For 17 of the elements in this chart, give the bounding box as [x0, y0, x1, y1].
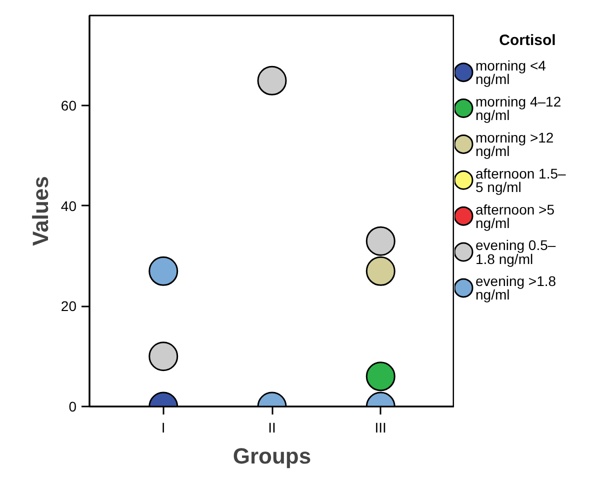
x-tick-label: II	[268, 420, 276, 436]
legend-label: morning 4–12 ng/ml	[476, 93, 562, 124]
y-axis-title: Values	[28, 176, 53, 246]
x-tick-label: III	[374, 420, 386, 436]
legend-label: evening >1.8 ng/ml	[476, 273, 556, 303]
y-tick-label: 20	[60, 298, 77, 314]
x-axis-title: Groups	[232, 444, 312, 468]
y-tick-label: 60	[60, 98, 77, 114]
y-tick-label: 0	[68, 398, 77, 414]
legend-title: Cortisol	[499, 32, 556, 50]
legend-label: morning >12 ng/ml	[476, 129, 554, 159]
legend-label: evening 0.5–1.8 ng/ml	[476, 237, 556, 267]
legend-label: afternoon 1.5–5 ng/ml	[476, 165, 566, 195]
legend-label: morning <4 ng/ml	[476, 58, 546, 88]
legend-label: afternoon >5 ng/ml	[476, 201, 555, 231]
y-tick-label: 40	[60, 198, 77, 214]
x-tick-label: I	[161, 420, 166, 436]
